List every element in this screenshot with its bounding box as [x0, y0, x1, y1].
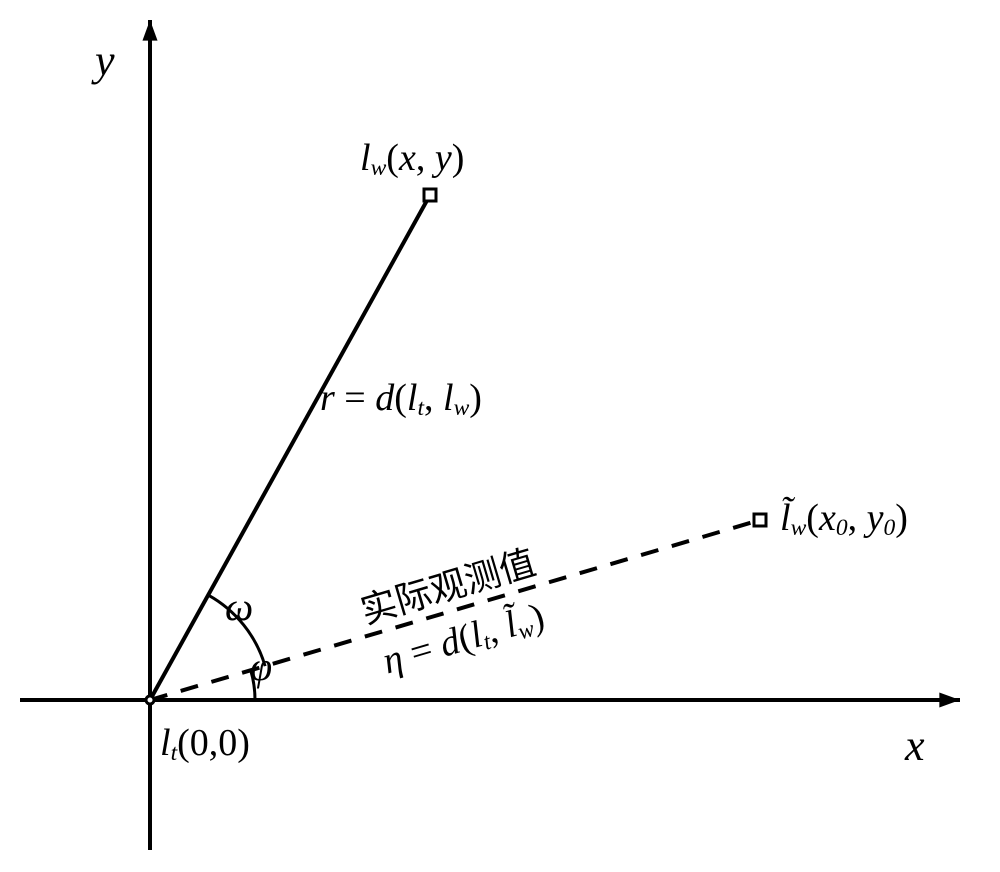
label-y_axis: y — [91, 36, 115, 85]
axis-arrowhead — [939, 692, 960, 707]
axis-arrowhead — [142, 20, 157, 41]
label-omega: ω — [225, 584, 253, 629]
label-phi: φ — [250, 644, 272, 689]
label-lw_tilde: l̃w(x0, y0) — [780, 496, 908, 541]
label-lt: lt(0,0) — [160, 722, 250, 766]
point-lw — [424, 189, 436, 201]
point-lw_tilde — [754, 514, 766, 526]
label-r_eq: r = d(lt, lw) — [320, 377, 482, 421]
point-lt — [146, 696, 154, 704]
label-lw: lw(x, y) — [360, 137, 464, 181]
label-x_axis: x — [904, 721, 925, 770]
